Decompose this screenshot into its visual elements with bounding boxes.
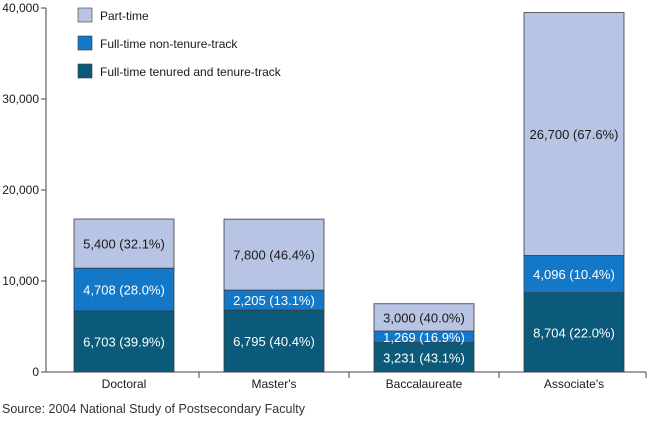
legend-label: Full-time non-tenure-track [100, 37, 238, 51]
bar-value-label: 26,700 (67.6%) [530, 127, 619, 142]
x-tick-label: Master's [252, 377, 297, 391]
bar-segment [523, 292, 625, 373]
source-note: Source: 2004 National Study of Postsecon… [2, 402, 305, 416]
y-tick-label: 20,000 [2, 183, 39, 197]
x-tick-label: Baccalaureate [386, 377, 463, 391]
y-tick-label: 10,000 [2, 274, 39, 288]
bar-segment [223, 218, 325, 291]
bar-value-label: 6,795 (40.4%) [233, 334, 315, 349]
y-tick-label: 0 [32, 365, 39, 379]
y-tick-label: 30,000 [2, 92, 39, 106]
bar-value-label: 3,000 (40.0%) [383, 310, 465, 325]
bar-segment [73, 310, 175, 373]
legend-swatch [77, 35, 93, 51]
bar-value-label: 5,400 (32.1%) [83, 237, 165, 252]
bar-value-label: 4,708 (28.0%) [83, 283, 165, 298]
bar-segment [73, 218, 175, 269]
bar-value-label: 3,231 (43.1%) [383, 350, 465, 365]
bar-value-label: 2,205 (13.1%) [233, 293, 315, 308]
bar-value-label: 4,096 (10.4%) [533, 267, 615, 282]
legend-label: Part-time [100, 9, 149, 23]
y-tick-label: 40,000 [2, 1, 39, 15]
legend-swatch [77, 63, 93, 79]
x-tick-label: Doctoral [102, 377, 147, 391]
bar-segment [373, 303, 475, 332]
bar-segment [523, 255, 625, 294]
legend-swatch [77, 7, 93, 23]
bar-segment [73, 267, 175, 312]
x-tick-label: Associate's [544, 377, 604, 391]
bar-value-label: 1,269 (16.9%) [383, 330, 465, 345]
bar-value-label: 6,703 (39.9%) [83, 335, 165, 350]
legend-label: Full-time tenured and tenure-track [100, 65, 282, 79]
bar-segment [373, 342, 475, 373]
bar-value-label: 8,704 (22.0%) [533, 325, 615, 340]
stacked-bar-chart: 0 10,000 20,000 30,000 40,000 6,703 (39.9%) 4,… [2, 1, 647, 391]
bar-segment [223, 309, 325, 373]
bar-value-label: 7,800 (46.4%) [233, 248, 315, 263]
bar-segment [523, 12, 625, 256]
